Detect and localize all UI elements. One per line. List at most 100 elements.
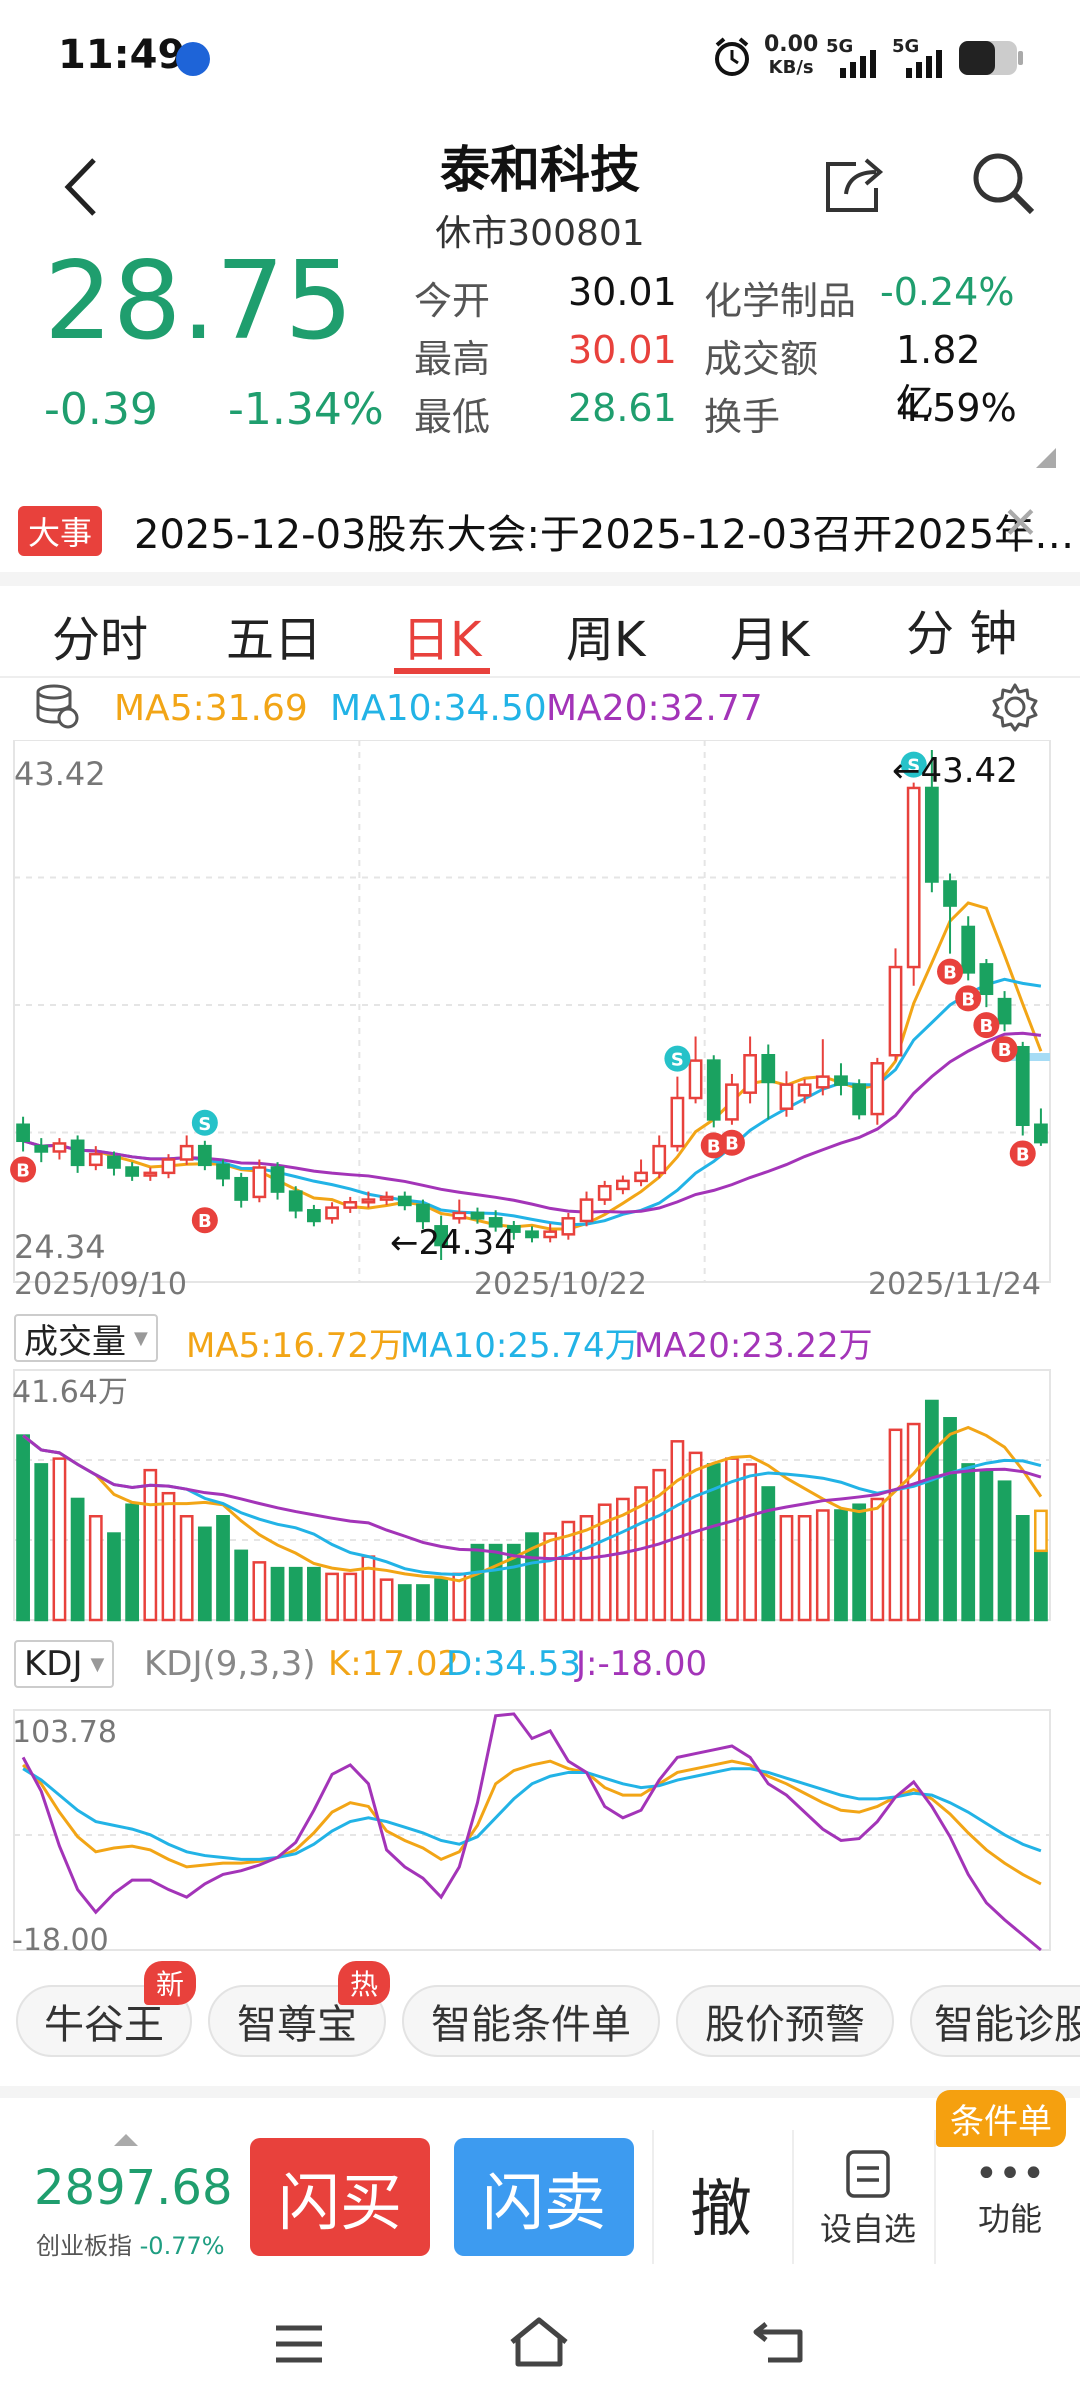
- function-menu-button[interactable]: ••• 功能: [950, 2154, 1070, 2260]
- close-news-icon[interactable]: ✕: [1002, 498, 1039, 549]
- chip-niuguwang[interactable]: 牛谷王新: [16, 1961, 196, 2057]
- home-nav-icon[interactable]: [508, 2316, 570, 2372]
- candle: [197, 1144, 212, 1167]
- gear-icon: [992, 683, 1038, 732]
- kdj-bottom-label: -18.00: [12, 1923, 109, 1958]
- kdj-j-line: [21, 1712, 1042, 1952]
- volume-bar: [361, 1555, 376, 1622]
- volume-bar: [761, 1486, 776, 1622]
- tab-five-day[interactable]: 五日: [226, 612, 323, 668]
- volume-bar: [525, 1532, 539, 1622]
- volume-bar: [1034, 1549, 1048, 1622]
- volume-bar: [161, 1491, 176, 1622]
- candle: [615, 1179, 630, 1191]
- volume-bar: [888, 1428, 903, 1622]
- kdj-indicator-select[interactable]: KDJ ▼: [14, 1640, 115, 1688]
- volume-bar: [579, 1515, 594, 1622]
- volume-bar-projection: [1034, 1509, 1048, 1553]
- volume-bar: [288, 1566, 303, 1622]
- signal-marker-label: B: [980, 1016, 994, 1037]
- candle: [579, 1198, 594, 1223]
- candle: [288, 1190, 303, 1212]
- candle: [888, 965, 903, 1057]
- candle: [216, 1163, 230, 1180]
- volume-bar: [470, 1543, 485, 1622]
- volume-bar: [797, 1515, 812, 1622]
- volume-bar: [779, 1515, 794, 1622]
- menu-nav-icon[interactable]: [274, 2324, 324, 2368]
- buy-signal-marker: [718, 1129, 745, 1156]
- chip-label: 智能诊股: [934, 2002, 1080, 2048]
- chip-zhizunbao[interactable]: 智尊宝热: [208, 1961, 390, 2057]
- candle: [70, 1139, 85, 1167]
- volume-bar: [197, 1526, 212, 1622]
- candle: [470, 1211, 485, 1220]
- back-button[interactable]: [58, 152, 118, 222]
- divider: [0, 2086, 1080, 2098]
- volume-bar: [852, 1503, 867, 1622]
- candle: [325, 1206, 339, 1220]
- buy-signal-marker: [973, 1012, 1000, 1039]
- stat-low-label: 最低: [414, 395, 491, 439]
- volume-bar: [615, 1497, 630, 1622]
- last-price: 28.75: [44, 239, 354, 364]
- candle: [179, 1144, 194, 1161]
- flash-sell-button[interactable]: 闪卖: [454, 2138, 634, 2256]
- tab-daily-k[interactable]: 日K: [402, 612, 482, 668]
- chip-smart-order[interactable]: 智能条件单: [402, 1985, 660, 2057]
- search-button[interactable]: [970, 150, 1038, 222]
- back-nav-icon[interactable]: [752, 2320, 806, 2368]
- search-icon: [973, 153, 1035, 215]
- volume-bar: [979, 1468, 994, 1622]
- vol-ma5-legend: MA5:16.72万: [186, 1326, 404, 1366]
- candle: [416, 1203, 430, 1223]
- candle: [725, 1083, 739, 1121]
- candle: [161, 1158, 176, 1175]
- signal-marker-label: S: [907, 756, 920, 777]
- candle: [452, 1211, 467, 1220]
- signal-5g-2-label: 5G: [892, 36, 920, 57]
- candle: [979, 963, 994, 996]
- kdj-chart-frame: [13, 1709, 1051, 1951]
- signal-marker-label: B: [943, 963, 957, 984]
- price-low-label: 24.34: [14, 1228, 106, 1266]
- signal-5g-1-label: 5G: [826, 36, 854, 57]
- settings-button[interactable]: [990, 682, 1040, 736]
- news-bar[interactable]: 大事 2025-12-03股东大会:于2025-12-03召开2025年… ✕: [0, 490, 1080, 570]
- candle: [34, 1144, 49, 1153]
- volume-bar: [307, 1566, 321, 1622]
- candle: [961, 925, 976, 974]
- candle: [16, 1123, 30, 1143]
- index-change: -0.77%: [139, 2232, 225, 2260]
- ma10-legend: MA10:34.50: [330, 688, 547, 729]
- candle: [815, 1075, 830, 1089]
- tab-monthly-k[interactable]: 月K: [730, 612, 810, 668]
- tab-weekly-k[interactable]: 周K: [566, 612, 646, 668]
- volume-indicator-select[interactable]: 成交量 ▼: [14, 1314, 158, 1362]
- kdj-selector-label: KDJ: [24, 1644, 83, 1684]
- candle: [434, 1225, 449, 1247]
- index-ticker[interactable]: 2897.68 创业板指 -0.77%: [0, 2120, 240, 2270]
- chart-data-icon[interactable]: [34, 682, 80, 734]
- condition-order-badge[interactable]: 条件单: [936, 2090, 1066, 2147]
- candle: [870, 1062, 885, 1116]
- tab-intraday[interactable]: 分时: [52, 612, 149, 668]
- add-watchlist-button[interactable]: 设自选: [808, 2146, 928, 2256]
- flash-buy-button[interactable]: 闪买: [250, 2138, 430, 2256]
- tabs-divider: [0, 676, 1080, 678]
- kdj-params: KDJ(9,3,3): [144, 1644, 316, 1684]
- expand-triangle-icon[interactable]: [1036, 448, 1056, 468]
- chip-price-alert[interactable]: 股价预警: [676, 1985, 894, 2057]
- share-button[interactable]: [820, 150, 888, 222]
- stat-open-label: 今开: [414, 279, 491, 323]
- chip-smart-diagnosis[interactable]: 智能诊股: [910, 1985, 1080, 2057]
- volume-bar: [543, 1532, 558, 1622]
- cancel-order-button[interactable]: 撤: [690, 2172, 753, 2245]
- buy-signal-marker: [955, 985, 982, 1012]
- tab-minute[interactable]: 分 钟: [906, 606, 1018, 662]
- volume-bar: [143, 1468, 158, 1622]
- signal-1-icon: [836, 48, 884, 82]
- volume-bar: [815, 1509, 830, 1622]
- vol-ma5-line: [22, 1425, 1043, 1583]
